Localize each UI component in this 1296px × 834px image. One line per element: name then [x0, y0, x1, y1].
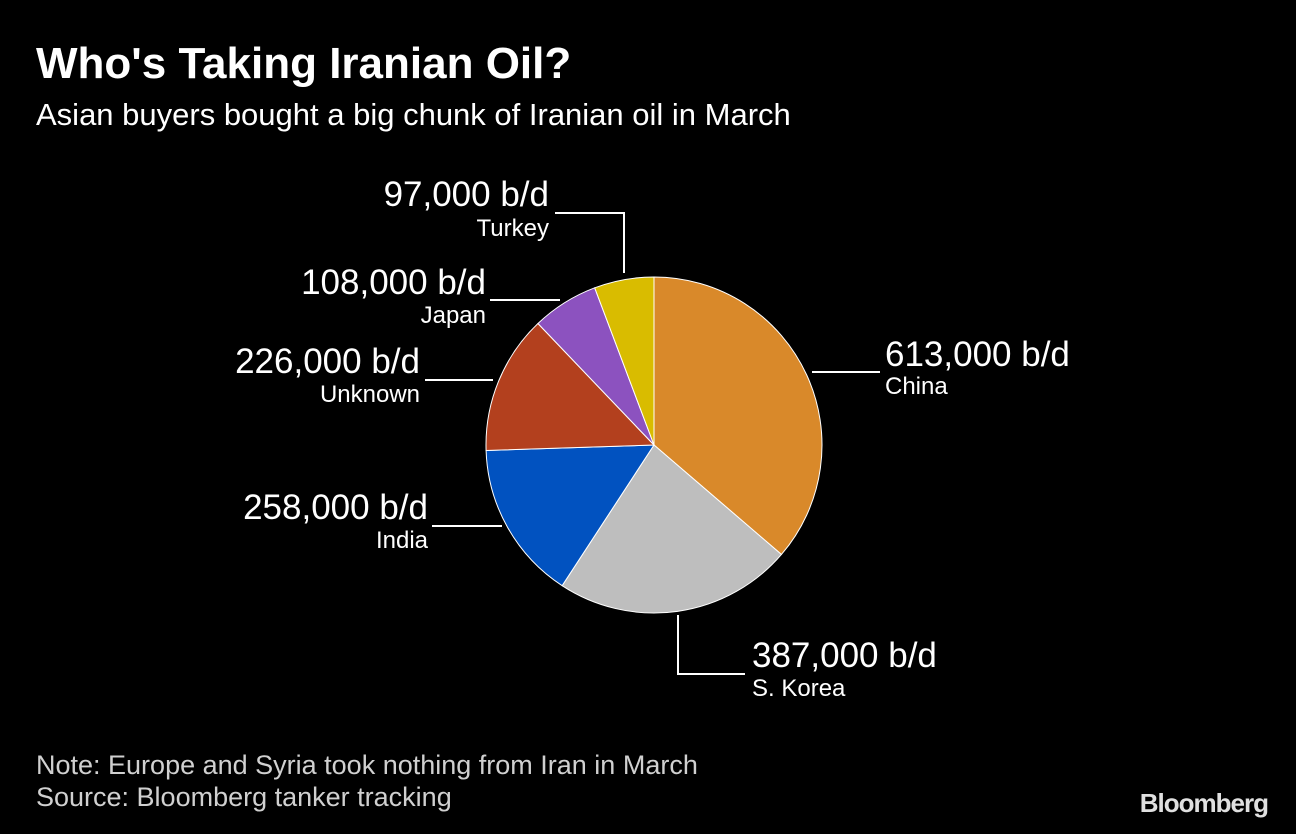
category-label: India	[376, 527, 429, 554]
category-label: Japan	[421, 302, 486, 329]
pie-slice	[485, 444, 655, 587]
leader-line	[677, 615, 745, 675]
chart-subtitle: Asian buyers bought a big chunk of Irani…	[36, 97, 791, 132]
pie-slice	[653, 276, 823, 556]
category-label: Turkey	[477, 215, 549, 242]
value-label: 97,000 b/d	[384, 175, 549, 214]
pie-slice	[594, 276, 655, 446]
value-label: 613,000 b/d	[885, 335, 1070, 374]
category-label: China	[885, 373, 948, 400]
chart-title: Who's Taking Iranian Oil?	[36, 39, 571, 88]
leader-line	[555, 212, 625, 273]
value-label: 108,000 b/d	[301, 263, 486, 302]
category-label: Unknown	[320, 381, 420, 408]
value-label: 258,000 b/d	[243, 488, 428, 527]
value-label: 226,000 b/d	[235, 342, 420, 381]
source: Source: Bloomberg tanker tracking	[36, 782, 452, 812]
pie-slice	[485, 322, 656, 451]
note: Note: Europe and Syria took nothing from…	[36, 750, 698, 780]
pie-slice	[561, 444, 783, 614]
value-label: 387,000 b/d	[752, 636, 937, 675]
logo: Bloomberg	[1140, 788, 1268, 818]
category-label: S. Korea	[752, 675, 846, 702]
